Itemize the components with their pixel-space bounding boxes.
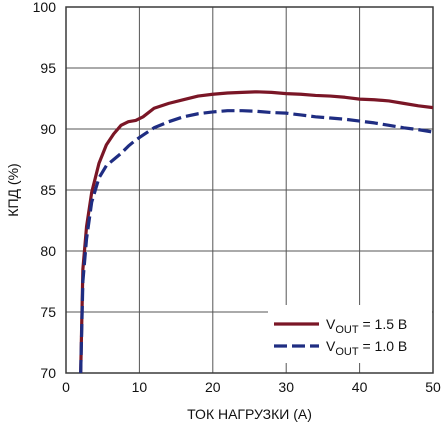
legend-label-suffix: = 1.0 В (359, 338, 408, 354)
y-tick-label: 90 (40, 121, 56, 137)
x-tick-label: 10 (132, 379, 148, 395)
x-tick-label: 50 (425, 379, 441, 395)
legend-label-vout-1-0: VOUT = 1.0 В (326, 338, 407, 358)
x-tick-labels: 0 10 20 30 40 50 (62, 379, 441, 395)
y-tick-label: 80 (40, 243, 56, 259)
x-tick-label: 30 (278, 379, 294, 395)
grid-lines (65, 6, 434, 374)
legend-label-prefix: V (326, 316, 336, 332)
legend-label-vout-1-5: VOUT = 1.5 В (326, 316, 407, 336)
plot-frame (65, 6, 434, 374)
y-tick-label: 100 (33, 0, 57, 15)
legend-label-prefix: V (326, 338, 336, 354)
series-line-0 (79, 90, 434, 374)
series-layer (79, 90, 434, 374)
y-tick-label: 95 (40, 60, 56, 76)
y-tick-label: 85 (40, 182, 56, 198)
legend-label-subscript: OUT (335, 324, 359, 336)
legend-label-suffix: = 1.5 В (359, 316, 408, 332)
legend-background (268, 305, 432, 363)
x-tick-label: 20 (205, 379, 221, 395)
legend: VOUT = 1.5 В VOUT = 1.0 В (268, 305, 432, 363)
y-tick-label: 75 (40, 304, 56, 320)
series-line-1 (79, 109, 434, 374)
y-axis-label: КПД (%) (5, 163, 21, 216)
x-axis-label: ТОК НАГРУЗКИ (А) (187, 406, 312, 422)
legend-label-subscript: OUT (335, 346, 359, 358)
y-tick-label: 70 (40, 365, 56, 381)
y-tick-labels: 70 75 80 85 90 95 100 (33, 0, 57, 381)
x-tick-label: 40 (352, 379, 368, 395)
x-tick-label: 0 (62, 379, 70, 395)
